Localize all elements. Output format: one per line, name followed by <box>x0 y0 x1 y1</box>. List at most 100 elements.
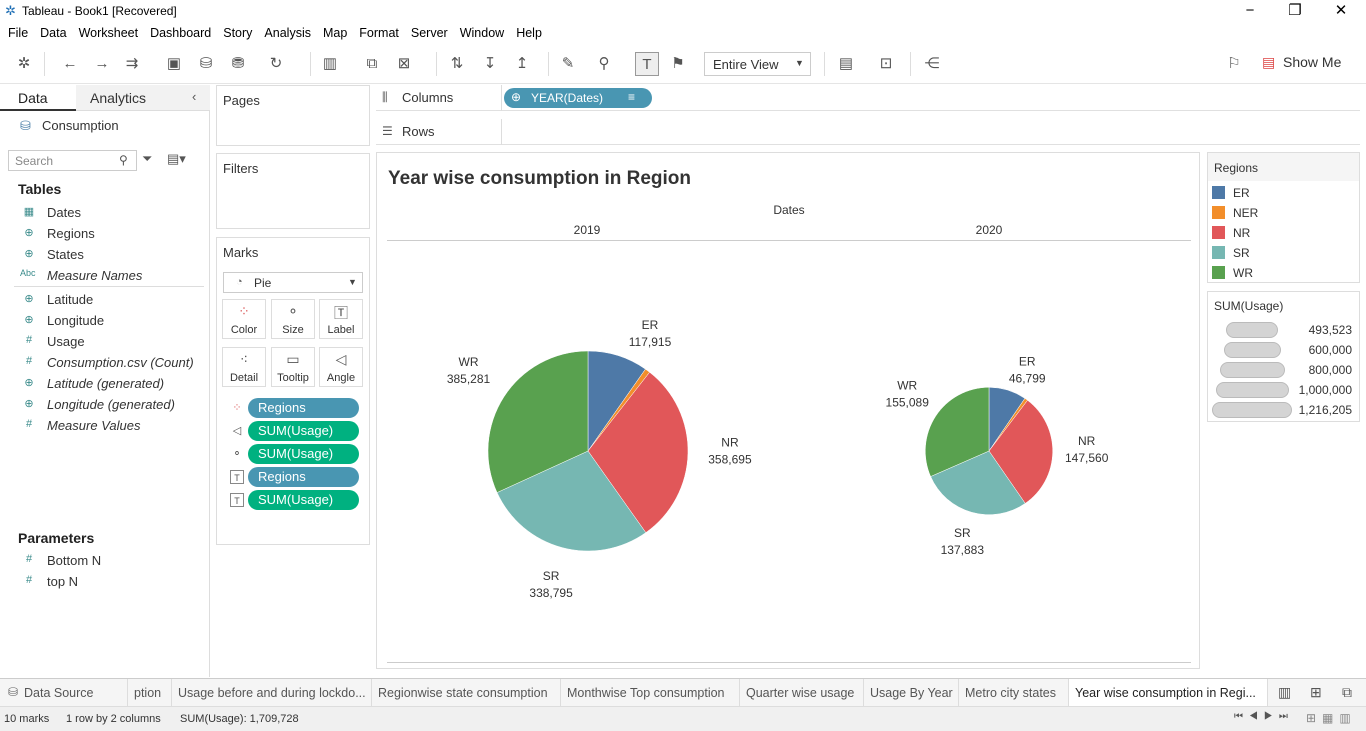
field-item[interactable]: Abc Measure Names <box>0 265 210 287</box>
sheet-tab[interactable]: Usage By Year <box>864 679 959 707</box>
clear-sheet-icon[interactable]: ⊠ <box>397 55 411 72</box>
sort-descending-icon[interactable]: ↥ <box>515 55 529 72</box>
field-item[interactable]: ⊕ Longitude (generated) <box>0 394 210 415</box>
group-members-icon[interactable]: ⚲ <box>598 55 610 72</box>
swap-rows-columns-icon[interactable]: ⇅ <box>450 55 464 72</box>
menu-help[interactable]: Help <box>516 26 542 40</box>
format-painter-icon[interactable]: ⚐ <box>1227 55 1241 72</box>
pause-updates-icon[interactable]: ⛃ <box>231 55 245 72</box>
collapse-icon[interactable]: ‹ <box>192 89 197 104</box>
field-item[interactable]: ⊕ States <box>0 244 210 265</box>
sort-ascending-icon[interactable]: ↧ <box>483 55 497 72</box>
marks-pill[interactable]: Regions <box>248 398 359 418</box>
legend-item[interactable]: NR <box>1212 223 1352 243</box>
field-item[interactable]: ⊕ Regions <box>0 223 210 244</box>
new-worksheet-tab-icon[interactable]: ▥ <box>1278 684 1292 700</box>
highlight-icon[interactable]: ✎ <box>561 55 575 72</box>
menu-format[interactable]: Format <box>359 26 399 40</box>
pie-chart[interactable]: ER 117,915 NR 358,695 SR 338,795 WR 385,281 ER 46… <box>377 153 1199 668</box>
pie-slice-wr-2020[interactable] <box>925 387 990 477</box>
new-dashboard-tab-icon[interactable]: ⊞ <box>1310 684 1322 700</box>
pages-card[interactable]: Pages <box>216 85 370 146</box>
field-item[interactable]: ⊕ Latitude <box>0 289 210 310</box>
sheet-view-icons[interactable]: ⊞▦▥ <box>1306 711 1357 725</box>
marks-pill[interactable]: SUM(Usage) <box>248 421 359 441</box>
restore-button[interactable]: ❐ <box>1288 2 1302 19</box>
angle-button[interactable]: ◁ Angle <box>319 347 363 387</box>
fix-axes-icon[interactable]: ⚑ <box>671 55 685 72</box>
marks-pill[interactable]: Regions <box>248 467 359 487</box>
pie-slice-sr-2020[interactable] <box>930 450 1026 515</box>
menu-map[interactable]: Map <box>322 26 348 40</box>
tableau-home-icon[interactable]: ✲ <box>17 55 31 72</box>
field-item[interactable]: ⊕ Latitude (generated) <box>0 373 210 394</box>
tooltip-button[interactable]: ▭ Tooltip <box>271 347 315 387</box>
sheet-tab[interactable]: ption <box>128 679 172 707</box>
replay-icon[interactable]: ⇉ <box>125 55 139 72</box>
field-item[interactable]: # Usage <box>0 331 210 352</box>
sheet-tab[interactable]: Metro city states <box>959 679 1069 707</box>
pie-slice-nr-2020[interactable] <box>988 399 1053 504</box>
tab-analytics[interactable]: Analytics ‹ <box>76 85 210 111</box>
filter-icon[interactable]: ⏷ <box>142 151 153 166</box>
tab-data[interactable]: Data <box>0 85 76 111</box>
sheet-tab[interactable]: Year wise consumption in Regi... <box>1069 679 1268 707</box>
redo-icon[interactable]: → <box>94 55 110 72</box>
menu-data[interactable]: Data <box>40 26 67 40</box>
year-dates-pill[interactable]: ⊕ YEAR(Dates) ≡ <box>504 88 652 108</box>
mark-type-dropdown[interactable]: ◔ Pie ▼ <box>223 272 363 293</box>
pie-slice-wr-2019[interactable] <box>487 350 589 493</box>
marks-pill[interactable]: SUM(Usage) <box>248 444 359 464</box>
label-button[interactable]: 🅃 Label <box>319 299 363 339</box>
field-item[interactable]: ▦ Dates <box>0 202 210 223</box>
legend-item[interactable]: ER <box>1212 183 1352 203</box>
share-icon[interactable]: ⋲ <box>924 55 940 72</box>
save-icon[interactable]: ▣ <box>166 55 182 72</box>
show-me-button[interactable]: Show Me <box>1283 54 1342 70</box>
size-button[interactable]: ⚬ Size <box>271 299 315 339</box>
new-datasource-icon[interactable]: ⛁ <box>199 55 213 72</box>
undo-icon[interactable]: ← <box>62 55 78 72</box>
filters-card[interactable]: Filters <box>216 153 370 229</box>
new-story-tab-icon[interactable]: ⧉ <box>1342 684 1352 700</box>
legend-item[interactable]: NER <box>1212 203 1352 223</box>
parameter-item[interactable]: # top N <box>0 571 210 592</box>
columns-shelf[interactable]: ⫼ Columns ⊕ YEAR(Dates) ≡ <box>376 85 1360 111</box>
close-button[interactable]: ✕ <box>1334 2 1348 19</box>
detail-button[interactable]: ⁖ Detail <box>222 347 266 387</box>
field-item[interactable]: # Consumption.csv (Count) <box>0 352 210 373</box>
pie-slice-sr-2019[interactable] <box>496 450 647 552</box>
search-input[interactable]: Search ⚲ <box>8 150 137 171</box>
marks-pill[interactable]: SUM(Usage) <box>248 490 359 510</box>
menu-server[interactable]: Server <box>410 26 448 40</box>
legend-item[interactable]: SR <box>1212 243 1352 263</box>
field-item[interactable]: # Measure Values <box>0 415 210 436</box>
menu-analysis[interactable]: Analysis <box>264 26 311 40</box>
view-options-icon[interactable]: ▤▾ <box>167 151 186 166</box>
duplicate-sheet-icon[interactable]: ⧉ <box>366 55 378 72</box>
menu-window[interactable]: Window <box>459 26 505 40</box>
color-button[interactable]: ⁘ Color <box>222 299 266 339</box>
presentation-mode-icon[interactable]: ⊡ <box>879 55 893 72</box>
legend-item[interactable]: WR <box>1212 263 1352 283</box>
show-mark-labels-icon[interactable]: T <box>635 52 659 76</box>
rows-shelf[interactable]: ☰ Rows <box>376 119 1360 145</box>
menu-file[interactable]: File <box>8 26 29 40</box>
menu-story[interactable]: Story <box>223 26 253 40</box>
sheet-tab[interactable]: Usage before and during lockdo... <box>172 679 372 707</box>
parameter-item[interactable]: # Bottom N <box>0 550 210 571</box>
data-source-tab[interactable]: Data Source <box>18 679 128 707</box>
menu-dashboard[interactable]: Dashboard <box>150 26 212 40</box>
show-cards-icon[interactable]: ▤ <box>838 55 854 72</box>
sheet-tab[interactable]: Monthwise Top consumption <box>561 679 740 707</box>
field-item[interactable]: ⊕ Longitude <box>0 310 210 331</box>
sheet-tab[interactable]: Quarter wise usage <box>740 679 864 707</box>
new-worksheet-icon[interactable]: ▥ <box>322 55 338 72</box>
datasource-name[interactable]: Consumption <box>42 118 119 133</box>
sheet-tab[interactable]: Regionwise state consumption <box>372 679 561 707</box>
pie-slice-nr-2019[interactable] <box>587 371 689 533</box>
refresh-icon[interactable]: ↻ <box>269 55 283 72</box>
menu-worksheet[interactable]: Worksheet <box>78 26 139 40</box>
minimize-button[interactable]: − <box>1245 2 1255 19</box>
sheet-navigation-icons[interactable]: ⏮◀▶⏭ <box>1234 711 1294 722</box>
